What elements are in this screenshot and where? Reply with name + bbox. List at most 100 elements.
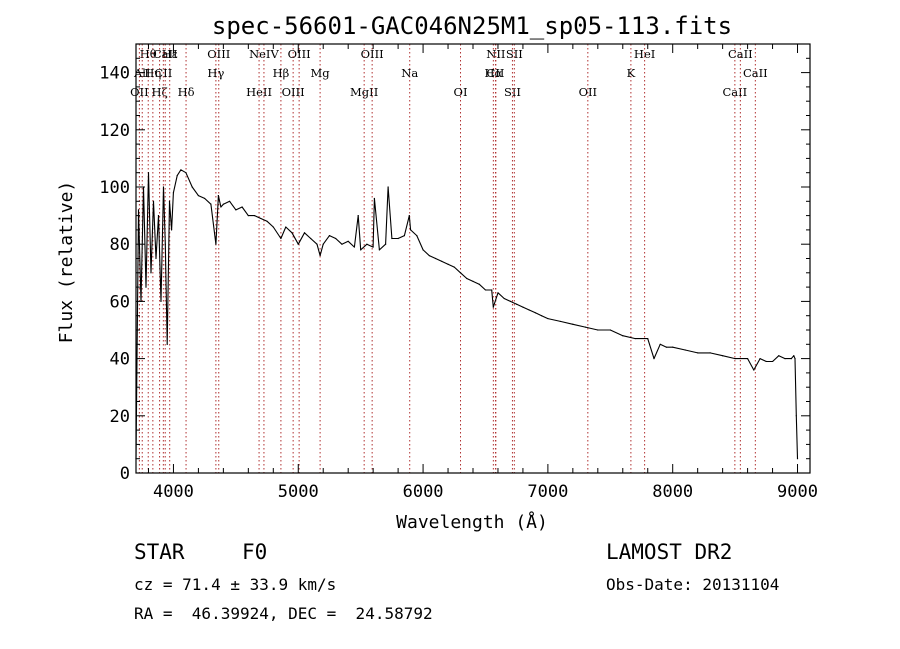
data-point	[609, 329, 611, 331]
data-point	[166, 343, 168, 345]
line-marker-label: CII	[487, 66, 505, 80]
data-point	[653, 358, 655, 360]
line-marker-label: Hβ	[273, 66, 290, 80]
data-point	[447, 263, 449, 265]
data-point	[492, 306, 494, 308]
data-point	[229, 200, 231, 202]
data-point	[771, 360, 774, 363]
data-point	[347, 240, 349, 242]
data-point	[503, 297, 505, 300]
data-point	[547, 317, 549, 320]
y-tick-label: 120	[99, 121, 130, 141]
data-point	[387, 186, 389, 188]
data-point	[416, 235, 418, 237]
data-point	[522, 306, 524, 308]
data-point	[172, 192, 175, 194]
line-marker-label: CaII	[728, 47, 753, 61]
chart-title: spec-56601-GAC046N25M1_sp05-113.fits	[212, 12, 732, 40]
data-point	[353, 246, 356, 248]
data-point	[647, 337, 649, 340]
line-marker-label: CaII	[722, 85, 747, 99]
data-point	[746, 358, 749, 360]
data-point	[373, 197, 375, 200]
data-point	[341, 243, 343, 245]
y-tick-label: 60	[110, 292, 130, 312]
y-tick-label: 140	[99, 64, 130, 84]
data-point	[409, 229, 412, 231]
line-marker-label: CaII	[153, 47, 178, 61]
data-point	[366, 243, 368, 245]
data-point	[509, 300, 512, 302]
data-point	[253, 215, 256, 217]
data-point	[210, 203, 212, 205]
x-tick-label: 5000	[278, 482, 319, 502]
data-point	[160, 300, 162, 302]
data-point	[796, 458, 799, 460]
data-point	[795, 415, 797, 417]
data-point	[204, 197, 206, 200]
spectrum-series	[135, 169, 799, 460]
data-point	[534, 312, 537, 314]
data-point	[793, 355, 795, 357]
data-point	[168, 200, 171, 202]
data-point	[291, 232, 293, 234]
plot-frame	[135, 43, 811, 474]
data-point	[672, 346, 674, 348]
line-marker-label: OII	[130, 85, 149, 99]
data-point	[478, 283, 480, 285]
data-point	[285, 226, 287, 228]
x-tick-label: 7000	[527, 482, 568, 502]
data-point	[176, 174, 178, 177]
line-marker-label: Hα	[484, 66, 502, 80]
data-point	[215, 243, 217, 245]
data-point	[180, 169, 182, 171]
data-point	[280, 237, 282, 240]
spectral-line-markers: HθHηHζHεAlIOIICaIICIIHδOIIIHγHeIINeIVHβO…	[130, 44, 768, 473]
data-point	[784, 358, 786, 360]
line-marker-label: OIII	[282, 85, 305, 99]
data-point	[634, 337, 636, 340]
data-point	[185, 172, 187, 174]
object-subclass: F0	[242, 540, 268, 564]
data-point	[272, 226, 274, 228]
data-point	[434, 257, 437, 260]
line-marker-label: Hη	[144, 66, 161, 80]
line-marker-label: Na	[401, 66, 418, 80]
series-line	[135, 169, 799, 459]
data-point	[491, 289, 493, 291]
data-point	[528, 309, 530, 311]
data-point	[152, 200, 155, 202]
data-point	[147, 172, 150, 174]
data-point	[459, 272, 462, 274]
data-point	[170, 229, 173, 231]
data-point	[157, 215, 160, 217]
data-point	[453, 266, 455, 268]
data-point	[397, 237, 399, 240]
data-point	[697, 352, 699, 354]
data-point	[622, 335, 624, 337]
data-point	[385, 243, 387, 245]
data-point	[665, 346, 668, 348]
line-marker-label: OIII	[361, 47, 384, 61]
x-tick-label: 6000	[403, 482, 444, 502]
data-point	[247, 215, 249, 217]
data-point	[428, 255, 430, 257]
line-marker-label: OIII	[207, 47, 230, 61]
data-point	[164, 243, 166, 245]
data-point	[559, 320, 561, 323]
data-point	[220, 206, 222, 208]
line-marker-label: MgII	[350, 85, 378, 99]
data-point	[584, 326, 586, 328]
line-marker-label: NII	[486, 47, 505, 61]
data-point	[378, 249, 380, 251]
data-point	[266, 220, 268, 222]
data-point	[597, 329, 599, 331]
axis-ticks: 4000 5000 6000 7000 8000 9000 0 20 40 60 80 100 120 1…	[99, 44, 818, 502]
line-marker-label: SII	[506, 47, 523, 61]
data-point	[303, 232, 306, 234]
data-point	[191, 186, 193, 188]
data-point	[162, 186, 165, 188]
y-axis-label: Flux (relative)	[56, 181, 77, 344]
data-point	[472, 280, 474, 282]
